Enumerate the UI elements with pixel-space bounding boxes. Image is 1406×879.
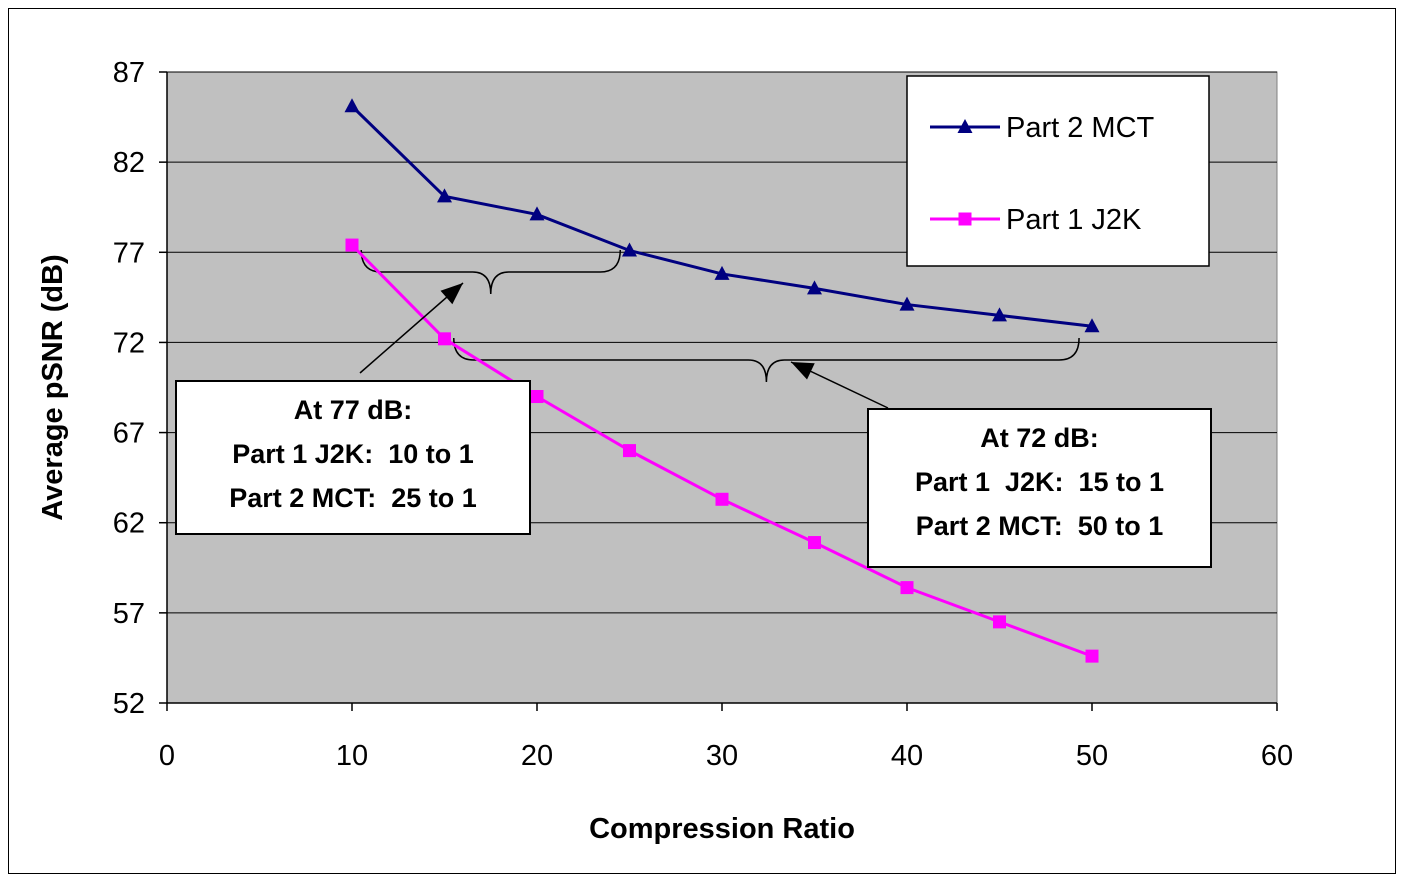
legend-item: Part 2 MCT <box>930 112 1155 144</box>
data-point <box>345 238 359 252</box>
y-tick-label: 57 <box>113 598 145 630</box>
data-point <box>623 444 636 458</box>
legend-marker <box>958 212 972 226</box>
annotation-line: Part 1 J2K: 10 to 1 <box>232 439 474 469</box>
arrow-shaft <box>359 282 464 374</box>
arrow-72db <box>790 361 889 409</box>
annotation-box-77db: At 77 dB: Part 1 J2K: 10 to 1 Part 2 MCT… <box>175 380 531 535</box>
annotation-arrows <box>359 282 889 409</box>
legend-item: Part 1 J2K <box>930 204 1142 236</box>
series-part-1-j2k <box>345 238 1099 663</box>
annotation-line: Part 2 MCT: 50 to 1 <box>915 511 1164 541</box>
series-layer <box>344 98 1100 663</box>
annotation-line: At 77 dB: <box>293 395 413 425</box>
arrow-head <box>440 283 463 305</box>
y-tick-label: 82 <box>113 147 145 179</box>
data-point <box>622 242 637 257</box>
data-point <box>715 492 729 506</box>
brace-77db <box>360 249 621 295</box>
x-axis-title: Compression Ratio <box>589 813 855 845</box>
legend-box <box>906 75 1210 267</box>
data-point <box>992 307 1007 322</box>
data-point <box>529 206 545 221</box>
legend: Part 2 MCT Part 1 J2K <box>906 75 1210 267</box>
series-part-2-mct <box>344 98 1100 333</box>
data-point <box>530 390 544 404</box>
data-point <box>807 280 822 295</box>
y-tick-label: 72 <box>113 327 145 359</box>
annotation-braces <box>360 249 1080 383</box>
data-point <box>344 98 360 113</box>
annotation-line: Part 2 MCT: 25 to 1 <box>229 483 477 513</box>
y-tick-label: 77 <box>113 237 145 269</box>
arrow-77db <box>359 282 464 374</box>
data-point <box>437 188 452 203</box>
data-point <box>808 536 821 550</box>
data-point <box>899 296 915 311</box>
x-tick-label: 20 <box>521 740 553 772</box>
legend-label: Part 1 J2K <box>1006 204 1142 236</box>
legend-marker <box>957 119 973 133</box>
data-point <box>1084 318 1100 333</box>
data-point <box>438 332 451 346</box>
data-point <box>900 581 914 595</box>
legend-label: Part 2 MCT <box>1006 112 1155 144</box>
x-tick-label: 0 <box>159 740 175 772</box>
data-point <box>993 615 1006 629</box>
x-tick-label: 30 <box>706 740 738 772</box>
y-tick-label: 87 <box>113 57 145 89</box>
x-tick-label: 10 <box>336 740 368 772</box>
annotation-box-72db: At 72 dB: Part 1 J2K: 15 to 1 Part 2 MCT… <box>867 408 1212 568</box>
arrow-head <box>791 362 815 380</box>
x-tick-label: 50 <box>1076 740 1108 772</box>
annotation-line: Part 1 J2K: 15 to 1 <box>914 467 1165 497</box>
y-tick-label: 52 <box>113 688 145 720</box>
x-tick-label: 60 <box>1261 740 1293 772</box>
brace-72db <box>453 337 1080 383</box>
annotation-line: At 72 dB: <box>980 423 1099 453</box>
x-tick-label: 40 <box>891 740 923 772</box>
data-point <box>714 265 730 280</box>
y-tick-label: 67 <box>113 418 145 450</box>
data-point <box>1085 649 1099 663</box>
y-axis-title: Average pSNR (dB) <box>37 254 69 520</box>
y-tick-label: 62 <box>113 508 145 540</box>
tick-labels: 0 10 20 30 40 50 60 52 57 62 67 72 77 82 87 <box>113 57 1293 772</box>
